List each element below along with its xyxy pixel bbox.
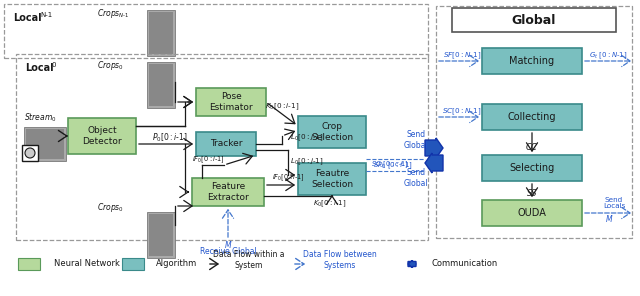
Text: Feature
Extractor: Feature Extractor (207, 182, 249, 202)
Text: $Crops_0$: $Crops_0$ (97, 59, 124, 73)
Bar (147, 212, 175, 258)
Bar (147, 62, 175, 108)
Bar (18, 258, 40, 270)
Text: $Stream_0$: $Stream_0$ (24, 112, 57, 124)
Text: Neural Network: Neural Network (54, 260, 120, 268)
Text: $P_0[0:i\text{-}1]$: $P_0[0:i\text{-}1]$ (152, 132, 188, 144)
Text: Data Flow between
Systems: Data Flow between Systems (303, 250, 377, 270)
Text: Object
Detector: Object Detector (82, 126, 122, 146)
Text: $Crops_0$: $Crops_0$ (97, 200, 124, 213)
Bar (482, 104, 582, 130)
Text: $L_0[0:j\text{-}1]$: $L_0[0:j\text{-}1]$ (290, 133, 324, 143)
Text: Tracker: Tracker (210, 139, 243, 149)
Text: Send
Global: Send Global (404, 168, 428, 188)
Text: Send
Locals: Send Locals (603, 197, 625, 210)
Bar (149, 12, 173, 54)
Bar (452, 8, 616, 32)
Bar (24, 127, 66, 161)
Bar (436, 6, 632, 238)
Bar (149, 64, 173, 106)
Text: Communication: Communication (432, 260, 499, 268)
Text: $Crops_{N\text{-}1}$: $Crops_{N\text{-}1}$ (97, 7, 130, 20)
Text: $M$: $M$ (605, 213, 613, 223)
Bar (196, 132, 256, 156)
FancyArrow shape (425, 153, 443, 173)
Text: Selecting: Selecting (509, 163, 555, 173)
Text: $SC[0:N\text{-}1]$: $SC[0:N\text{-}1]$ (442, 107, 482, 117)
Text: Send
Global: Send Global (404, 130, 428, 150)
Text: Crop
Selection: Crop Selection (311, 122, 353, 142)
Bar (482, 155, 582, 181)
Bar (4, 4, 428, 58)
Text: Data Flow within a
System: Data Flow within a System (213, 250, 285, 270)
Text: CC: CC (526, 144, 538, 152)
Text: Collecting: Collecting (508, 112, 556, 122)
Bar (16, 54, 428, 240)
Text: $K_0[0:i\text{-}1]$: $K_0[0:i\text{-}1]$ (265, 102, 299, 112)
Bar (482, 200, 582, 226)
Text: Pose
Estimator: Pose Estimator (209, 92, 253, 112)
Text: $M$: $M$ (224, 239, 232, 250)
Bar (26, 129, 64, 159)
Text: SS: SS (527, 189, 537, 199)
Bar (482, 48, 582, 74)
Text: $IF_0[0:i\text{-}1]$: $IF_0[0:i\text{-}1]$ (271, 173, 305, 183)
Text: Matching: Matching (509, 56, 555, 66)
Text: Local: Local (13, 13, 42, 23)
Bar (192, 178, 264, 206)
Text: $K_0[0:i\text{-}1]$: $K_0[0:i\text{-}1]$ (314, 199, 347, 209)
FancyArrow shape (425, 138, 443, 158)
Circle shape (25, 148, 35, 158)
Bar (22, 145, 38, 161)
Text: $IF_0[0:i\text{-}1]$: $IF_0[0:i\text{-}1]$ (191, 155, 225, 165)
Bar (298, 116, 366, 148)
FancyArrow shape (408, 260, 416, 268)
Bar (149, 214, 173, 256)
Text: Global: Global (512, 14, 556, 27)
Text: $G_t\ [0:N\text{-}1]$: $G_t\ [0:N\text{-}1]$ (589, 51, 627, 61)
Bar (147, 10, 175, 56)
Text: $SC_0[0:c\text{-}1]$: $SC_0[0:c\text{-}1]$ (371, 160, 409, 170)
Bar (298, 163, 366, 195)
Text: $L_0[0:j\text{-}1]$: $L_0[0:j\text{-}1]$ (290, 157, 324, 167)
Text: OUDA: OUDA (518, 208, 547, 218)
FancyArrow shape (408, 260, 416, 268)
Bar (196, 88, 266, 116)
Text: $SF[0:N\text{-}1]$: $SF[0:N\text{-}1]$ (443, 51, 481, 61)
Text: Local: Local (25, 63, 54, 73)
Text: 0: 0 (52, 62, 56, 68)
Bar (68, 118, 136, 154)
Text: Algorithm: Algorithm (156, 260, 197, 268)
Text: $SF_0\ [0:f\text{-}1]$: $SF_0\ [0:f\text{-}1]$ (373, 161, 413, 171)
Text: Feautre
Selection: Feautre Selection (311, 169, 353, 189)
Text: Receive Global: Receive Global (200, 247, 257, 257)
Text: N-1: N-1 (40, 12, 52, 18)
Bar (122, 258, 144, 270)
